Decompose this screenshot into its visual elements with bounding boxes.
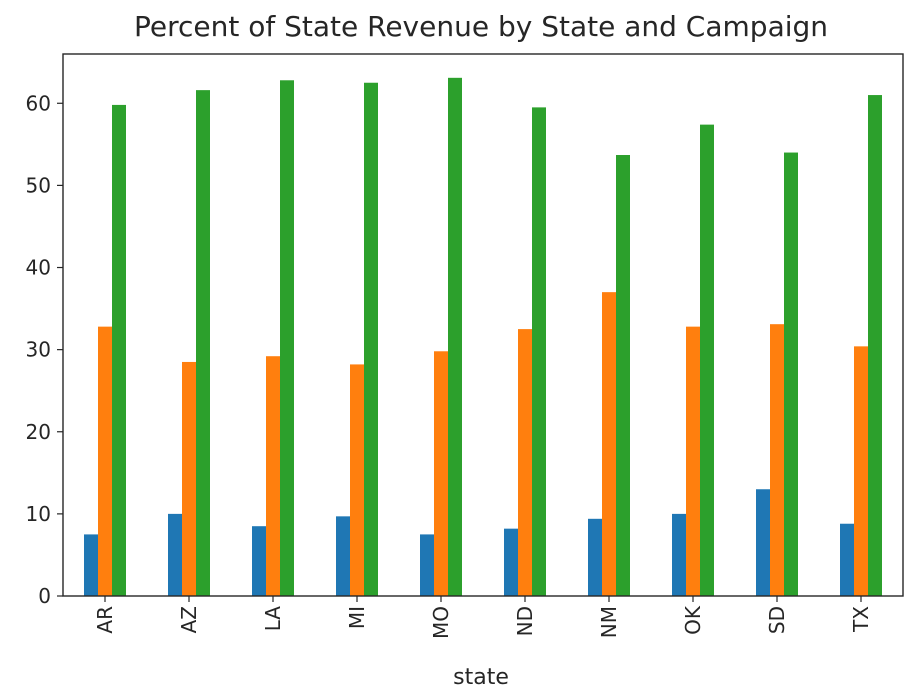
x-tick-label-nm: NM — [597, 606, 621, 638]
y-tick-label: 20 — [26, 420, 51, 444]
bar-tx-series-3 — [868, 95, 882, 596]
bar-nd-series-2 — [518, 329, 532, 596]
y-tick-label: 40 — [26, 256, 51, 280]
bar-ar-series-2 — [98, 326, 112, 596]
y-axis: 0 10 20 30 40 50 60 — [26, 91, 63, 608]
x-tick-label-ok: OK — [681, 605, 705, 635]
x-axis-label: state — [453, 665, 509, 690]
bar-tx-series-1 — [840, 523, 854, 596]
bar-az-series-3 — [196, 90, 210, 596]
bar-sd-series-2 — [770, 324, 784, 596]
x-tick-label-la: LA — [261, 606, 285, 632]
chart-title: Percent of State Revenue by State and Ca… — [134, 10, 828, 43]
x-tick-label-tx: TX — [849, 606, 873, 633]
bar-ar-series-1 — [84, 534, 98, 596]
x-tick-label-az: AZ — [177, 606, 201, 633]
y-tick-label: 60 — [26, 91, 51, 115]
bar-mi-series-1 — [336, 516, 350, 596]
bar-ar-series-3 — [112, 104, 126, 596]
bar-ok-series-2 — [686, 326, 700, 596]
bar-sd-series-1 — [756, 489, 770, 596]
bar-nd-series-3 — [532, 107, 546, 596]
bar-mo-series-3 — [448, 77, 462, 596]
bar-ok-series-1 — [672, 513, 686, 596]
x-tick-label-nd: ND — [513, 606, 537, 636]
plot-area — [62, 53, 904, 597]
bar-az-series-1 — [168, 513, 182, 596]
y-tick-label: 50 — [26, 173, 51, 197]
bar-ok-series-3 — [700, 124, 714, 597]
x-tick-label-sd: SD — [765, 606, 789, 634]
bar-mi-series-3 — [364, 82, 378, 596]
bar-mo-series-2 — [434, 351, 448, 596]
bar-mo-series-1 — [420, 534, 434, 596]
bar-tx-series-2 — [854, 346, 868, 596]
bar-nm-series-1 — [588, 518, 602, 596]
bar-sd-series-3 — [784, 152, 798, 596]
x-tick-label-mi: MI — [345, 606, 369, 629]
bar-nd-series-1 — [504, 528, 518, 596]
x-tick-label-ar: AR — [93, 606, 117, 634]
bar-nm-series-2 — [602, 292, 616, 596]
y-tick-label: 10 — [26, 502, 51, 526]
bar-mi-series-2 — [350, 364, 364, 596]
y-tick-label: 0 — [38, 584, 51, 608]
bar-nm-series-3 — [616, 155, 630, 596]
bar-az-series-2 — [182, 361, 196, 596]
bar-la-series-1 — [252, 526, 266, 596]
bar-la-series-2 — [266, 356, 280, 596]
y-tick-label: 30 — [26, 338, 51, 362]
bar-la-series-3 — [280, 80, 294, 596]
x-axis: AR AZ LA MI MO ND NM OK SD TX — [93, 596, 873, 639]
x-tick-label-mo: MO — [429, 606, 453, 639]
plot-frame — [62, 53, 904, 597]
